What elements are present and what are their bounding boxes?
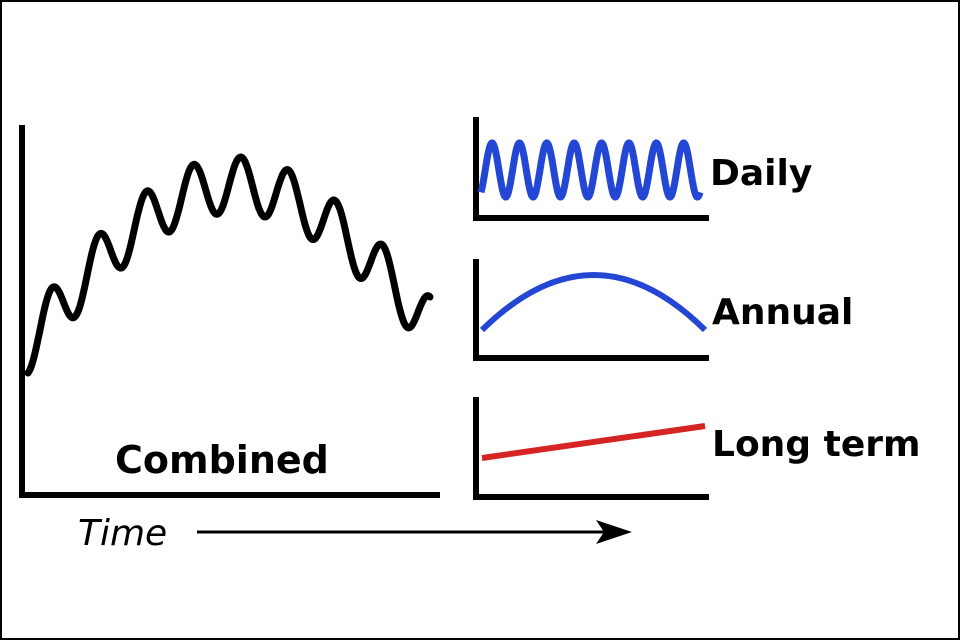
long-term-label: Long term [712,424,921,465]
daily-label: Daily [710,153,812,194]
daily-curve [477,139,704,201]
combined-axes [19,125,440,498]
time-label: Time [78,513,167,554]
annual-label: Annual [712,292,853,333]
annual-curve [479,272,708,333]
time-arrow-head [596,520,632,544]
daily-axes [473,117,709,221]
long-term-axes [473,397,709,500]
annual-axes [473,259,709,361]
combined-curve [24,153,434,377]
long-term-line [481,423,706,461]
combined-label: Combined [115,438,329,482]
